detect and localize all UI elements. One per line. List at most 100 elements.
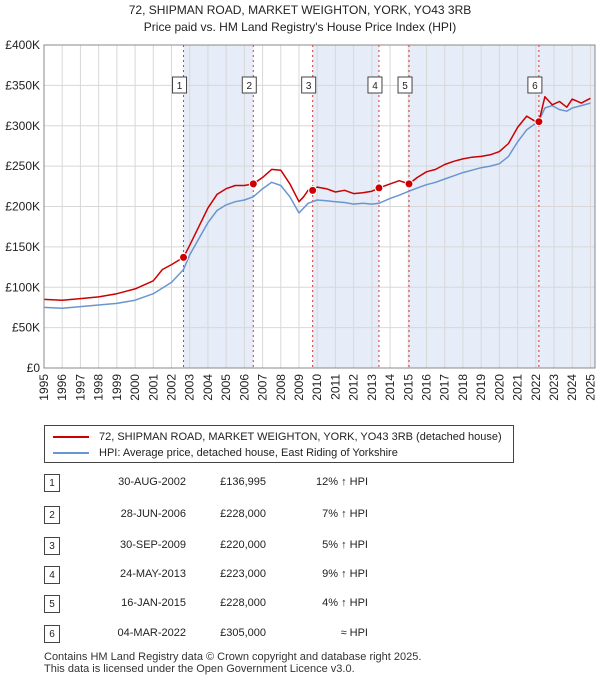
price-series-line <box>43 95 591 301</box>
legend-swatch-price <box>53 436 89 438</box>
x-tick-label: 1997 <box>73 374 87 401</box>
sale-label-box <box>397 76 413 94</box>
footer-line-licence: This data is licensed under the Open Gov… <box>44 663 355 675</box>
x-tick-label: 1995 <box>37 374 51 401</box>
legend-item-price: 72, SHIPMAN ROAD, MARKET WEIGHTON, YORK,… <box>53 429 502 445</box>
sale-label: 2 <box>247 81 253 92</box>
sale-label-box <box>301 76 317 94</box>
sale-date: 30-SEP-2009 <box>119 539 186 551</box>
sale-label: 5 <box>402 81 408 92</box>
x-tick-label: 2022 <box>529 374 543 401</box>
y-tick-label: £200K <box>5 200 40 214</box>
sale-price: £136,995 <box>220 476 266 488</box>
x-tick-label: 2011 <box>328 374 342 400</box>
sale-number-badge: 5 <box>44 595 60 613</box>
y-tick-label: £250K <box>5 159 40 173</box>
sale-price: £228,000 <box>220 597 266 609</box>
hpi-series-line <box>43 102 591 309</box>
sale-date: 04-MAR-2022 <box>117 627 186 639</box>
sale-point <box>374 183 384 193</box>
sale-date: 16-JAN-2015 <box>121 597 186 609</box>
chart-subtitle: Price paid vs. HM Land Registry's House … <box>144 20 456 34</box>
sale-hpi-comparison: 4% ↑ HPI <box>322 597 368 609</box>
y-tick-label: £150K <box>5 240 40 254</box>
x-tick-label: 2017 <box>438 374 452 401</box>
chart-legend: 72, SHIPMAN ROAD, MARKET WEIGHTON, YORK,… <box>44 425 514 463</box>
x-tick-label: 2000 <box>128 374 142 401</box>
price-chart: 72, SHIPMAN ROAD, MARKET WEIGHTON, YORK,… <box>5 3 597 401</box>
sale-hpi-comparison: 9% ↑ HPI <box>322 568 368 580</box>
footer-attribution: Contains HM Land Registry data © Crown c… <box>44 651 421 675</box>
x-tick-label: 2009 <box>292 374 306 401</box>
x-tick-label: 2003 <box>183 374 197 401</box>
x-tick-label: 2019 <box>474 374 488 401</box>
sale-label: 3 <box>306 81 312 92</box>
chart-title: 72, SHIPMAN ROAD, MARKET WEIGHTON, YORK,… <box>129 3 472 17</box>
sale-price: £305,000 <box>220 627 266 639</box>
sale-point <box>179 252 189 262</box>
x-tick-label: 2005 <box>219 374 233 401</box>
sale-number-badge: 3 <box>44 537 60 555</box>
x-tick-label: 2007 <box>256 374 270 401</box>
x-tick-label: 2001 <box>146 374 160 401</box>
x-tick-label: 2010 <box>310 374 324 401</box>
table-row: 1 30-AUG-2002 £136,995 12% ↑ HPI <box>0 474 600 494</box>
sale-label-box <box>172 76 188 94</box>
sale-number-badge: 2 <box>44 506 60 524</box>
sale-hpi-comparison: 7% ↑ HPI <box>322 508 368 520</box>
x-tick-label: 2014 <box>383 374 397 401</box>
legend-label-price: 72, SHIPMAN ROAD, MARKET WEIGHTON, YORK,… <box>99 431 502 443</box>
x-tick-label: 1996 <box>55 374 69 401</box>
table-row: 5 16-JAN-2015 £228,000 4% ↑ HPI <box>0 595 600 615</box>
sale-label-box <box>527 76 543 94</box>
table-row: 2 28-JUN-2006 £228,000 7% ↑ HPI <box>0 506 600 526</box>
sale-price: £220,000 <box>220 539 266 551</box>
legend-swatch-hpi <box>53 452 89 454</box>
sale-number-badge: 4 <box>44 566 60 584</box>
x-tick-label: 2021 <box>511 374 525 401</box>
x-tick-label: 2015 <box>401 374 415 401</box>
x-tick-label: 1998 <box>92 374 106 401</box>
sale-label: 1 <box>177 81 183 92</box>
y-tick-label: £300K <box>5 119 40 133</box>
x-tick-label: 2025 <box>583 374 597 401</box>
sale-date: 28-JUN-2006 <box>120 508 186 520</box>
x-tick-label: 2012 <box>347 374 361 401</box>
sale-label-box <box>367 76 383 94</box>
x-tick-label: 2018 <box>456 374 470 401</box>
sale-number-badge: 6 <box>44 625 60 643</box>
sale-price: £223,000 <box>220 568 266 580</box>
plot-frame <box>43 44 596 369</box>
sale-hpi-comparison: 12% ↑ HPI <box>316 476 368 488</box>
sale-hpi-comparison: 5% ↑ HPI <box>322 539 368 551</box>
y-tick-label: £350K <box>5 78 40 92</box>
x-tick-label: 2023 <box>547 374 561 401</box>
sale-point <box>248 179 258 189</box>
legend-label-hpi: HPI: Average price, detached house, East… <box>99 447 398 459</box>
x-tick-label: 2013 <box>365 374 379 401</box>
sale-point <box>534 117 544 127</box>
sale-label-box <box>241 76 257 94</box>
table-row: 3 30-SEP-2009 £220,000 5% ↑ HPI <box>0 537 600 557</box>
sale-label: 4 <box>372 81 378 92</box>
sale-price: £228,000 <box>220 508 266 520</box>
sale-date: 30-AUG-2002 <box>118 476 186 488</box>
table-row: 4 24-MAY-2013 £223,000 9% ↑ HPI <box>0 566 600 586</box>
sale-date: 24-MAY-2013 <box>119 568 186 580</box>
y-tick-label: £50K <box>12 321 40 335</box>
y-tick-label: £100K <box>5 280 40 294</box>
footer-line-copyright: Contains HM Land Registry data © Crown c… <box>44 651 422 663</box>
sale-point <box>308 185 318 195</box>
x-tick-label: 2008 <box>274 374 288 401</box>
x-tick-label: 2004 <box>201 374 215 401</box>
x-tick-label: 2002 <box>165 374 179 401</box>
x-tick-label: 2016 <box>420 374 434 401</box>
x-tick-label: 1999 <box>110 374 124 401</box>
table-row: 6 04-MAR-2022 £305,000 ≈ HPI <box>0 625 600 645</box>
y-tick-label: £0 <box>27 361 41 375</box>
y-tick-label: £400K <box>5 38 40 52</box>
legend-item-hpi: HPI: Average price, detached house, East… <box>53 445 398 461</box>
sale-point <box>404 179 414 189</box>
x-tick-label: 2024 <box>565 374 579 401</box>
sale-hpi-comparison: ≈ HPI <box>340 627 368 639</box>
